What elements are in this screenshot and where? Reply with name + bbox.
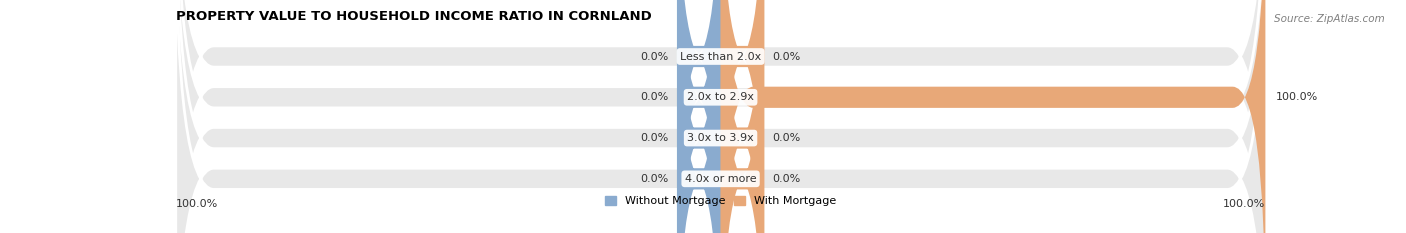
Text: 0.0%: 0.0% — [772, 133, 800, 143]
FancyBboxPatch shape — [721, 0, 765, 233]
FancyBboxPatch shape — [678, 0, 721, 233]
FancyBboxPatch shape — [176, 0, 1265, 233]
FancyBboxPatch shape — [721, 0, 765, 233]
Text: 0.0%: 0.0% — [641, 51, 669, 62]
Legend: Without Mortgage, With Mortgage: Without Mortgage, With Mortgage — [600, 192, 841, 211]
Text: 3.0x to 3.9x: 3.0x to 3.9x — [688, 133, 754, 143]
FancyBboxPatch shape — [678, 0, 721, 233]
Text: Source: ZipAtlas.com: Source: ZipAtlas.com — [1274, 14, 1385, 24]
Text: 4.0x or more: 4.0x or more — [685, 174, 756, 184]
FancyBboxPatch shape — [176, 0, 1265, 233]
FancyBboxPatch shape — [721, 0, 765, 233]
FancyBboxPatch shape — [678, 0, 721, 233]
Text: 0.0%: 0.0% — [772, 174, 800, 184]
Text: 0.0%: 0.0% — [641, 174, 669, 184]
Text: 100.0%: 100.0% — [1277, 92, 1319, 102]
Text: 0.0%: 0.0% — [641, 92, 669, 102]
Text: 0.0%: 0.0% — [641, 133, 669, 143]
FancyBboxPatch shape — [678, 0, 721, 233]
FancyBboxPatch shape — [176, 0, 1265, 233]
Text: PROPERTY VALUE TO HOUSEHOLD INCOME RATIO IN CORNLAND: PROPERTY VALUE TO HOUSEHOLD INCOME RATIO… — [176, 10, 651, 23]
Text: 100.0%: 100.0% — [176, 199, 218, 209]
FancyBboxPatch shape — [721, 0, 1265, 233]
FancyBboxPatch shape — [176, 0, 1265, 233]
Text: 0.0%: 0.0% — [772, 51, 800, 62]
Text: 2.0x to 2.9x: 2.0x to 2.9x — [688, 92, 754, 102]
Text: Less than 2.0x: Less than 2.0x — [681, 51, 761, 62]
Text: 100.0%: 100.0% — [1223, 199, 1265, 209]
